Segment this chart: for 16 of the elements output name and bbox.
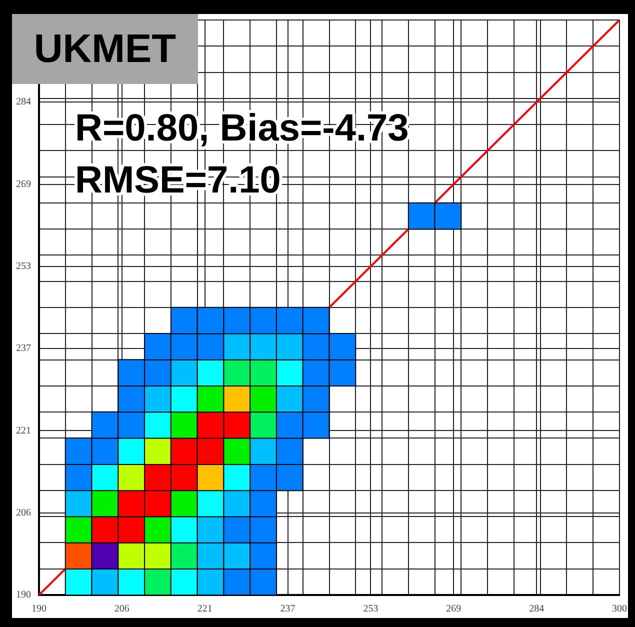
chart-title: UKMET — [12, 14, 198, 84]
x-tick-label: 253 — [363, 604, 378, 615]
x-tick-label: 221 — [197, 604, 212, 615]
x-tick-label: 190 — [32, 604, 46, 615]
x-tick-label: 206 — [114, 604, 130, 615]
y-tick-label: 269 — [16, 178, 31, 190]
y-tick-label: 284 — [16, 96, 31, 108]
x-tick-label: 237 — [280, 604, 296, 615]
x-tick-label: 269 — [446, 604, 462, 615]
y-tick-label: 237 — [16, 343, 31, 354]
y-tick-label: 206 — [16, 508, 31, 519]
y-tick-label: 221 — [16, 425, 31, 436]
y-tick-label: 253 — [16, 261, 31, 272]
y-tick-label: 190 — [16, 590, 31, 601]
x-tick-label: 300 — [612, 604, 627, 615]
x-tick-label: 284 — [529, 604, 544, 615]
